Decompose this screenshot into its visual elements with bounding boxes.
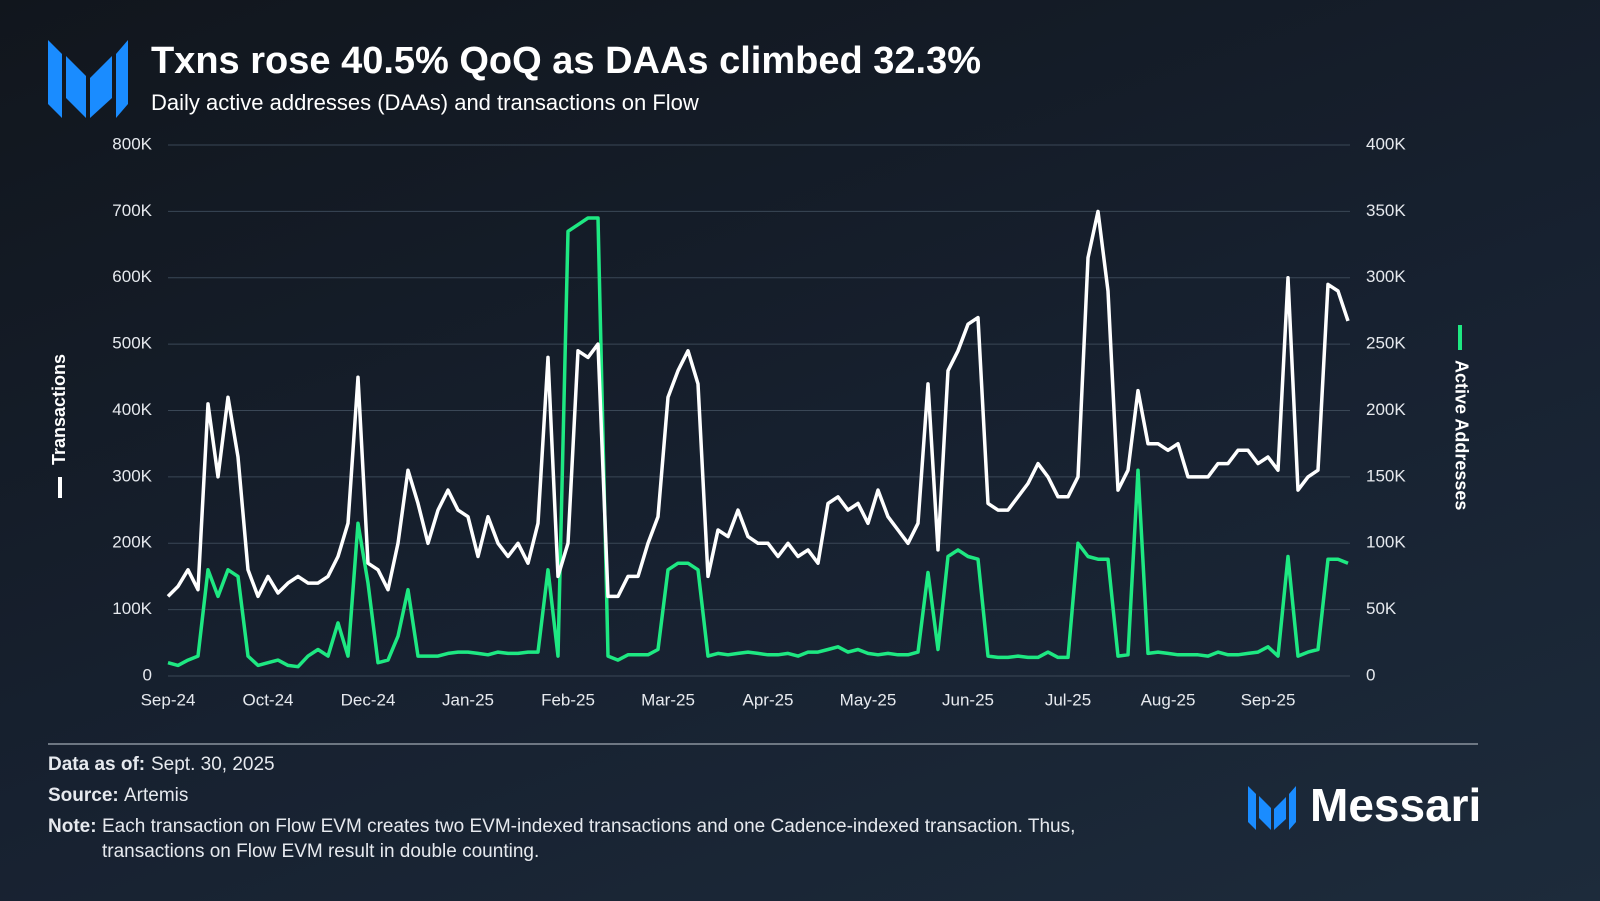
brand: Messari — [1310, 779, 1481, 831]
x-tick-label: Oct-24 — [242, 690, 293, 709]
footer-text: Sept. 30, 2025 — [151, 754, 275, 775]
y-tick-label: 300K — [112, 466, 152, 485]
legend-label: Active Addresses — [1451, 360, 1471, 510]
x-tick-label: May-25 — [840, 690, 897, 709]
y2-tick-label: 200K — [1366, 400, 1406, 419]
footer-text: Each transaction on Flow EVM creates two… — [102, 816, 1075, 837]
x-tick-label: Jan-25 — [442, 690, 494, 709]
footer-text: Artemis — [124, 785, 188, 806]
x-tick-label: Apr-25 — [742, 690, 793, 709]
y2-axis-legend: Active Addresses — [1451, 325, 1471, 510]
y-tick-label: 200K — [112, 533, 152, 552]
chart-title: Txns rose 40.5% QoQ as DAAs climbed 32.3… — [151, 40, 981, 82]
x-tick-label: Mar-25 — [641, 690, 695, 709]
y2-tick-label: 400K — [1366, 134, 1406, 153]
x-tick-label: Dec-24 — [341, 690, 396, 709]
brand-logo — [1248, 786, 1296, 830]
y-tick-label: 600K — [112, 267, 152, 286]
y-tick-label: 500K — [112, 334, 152, 353]
x-tick-label: Sep-25 — [1241, 690, 1296, 709]
y2-tick-label: 50K — [1366, 599, 1397, 618]
footer-label: Note: — [48, 816, 97, 837]
x-tick-label: Jul-25 — [1045, 690, 1091, 709]
y-tick-label: 700K — [112, 201, 152, 220]
y2-tick-label: 250K — [1366, 334, 1406, 353]
footer-label: Data as of: — [48, 754, 145, 775]
logo — [48, 40, 128, 118]
y-tick-label: 800K — [112, 134, 152, 153]
footer-label: Source: — [48, 785, 119, 806]
y2-tick-label: 100K — [1366, 533, 1406, 552]
y2-tick-label: 0 — [1366, 665, 1375, 684]
y-axis-legend: Transactions — [49, 354, 69, 498]
y2-tick-label: 150K — [1366, 466, 1406, 485]
x-tick-label: Feb-25 — [541, 690, 595, 709]
y-tick-label: 400K — [112, 400, 152, 419]
series-line — [166, 209, 1350, 599]
legend-label: Transactions — [49, 354, 69, 465]
x-tick-label: Jun-25 — [942, 690, 994, 709]
series-line — [167, 216, 1349, 669]
chart-subtitle: Daily active addresses (DAAs) and transa… — [151, 90, 699, 115]
y-tick-label: 0 — [143, 665, 152, 684]
y2-tick-label: 300K — [1366, 267, 1406, 286]
footer-text: transactions on Flow EVM result in doubl… — [102, 841, 539, 862]
x-tick-label: Aug-25 — [1141, 690, 1196, 709]
y2-tick-label: 350K — [1366, 201, 1406, 220]
y-tick-label: 100K — [112, 599, 152, 618]
x-tick-label: Sep-24 — [141, 690, 196, 709]
